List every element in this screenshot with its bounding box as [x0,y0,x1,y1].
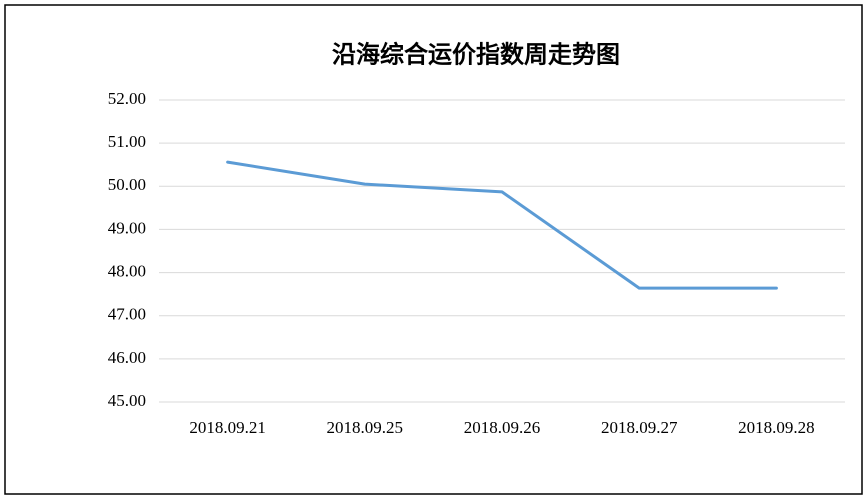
y-tick-label: 49.00 [108,218,146,237]
x-tick-label: 2018.09.26 [464,418,541,437]
y-tick-label: 50.00 [108,175,146,194]
x-tick-label: 2018.09.27 [601,418,678,437]
x-tick-label: 2018.09.28 [738,418,815,437]
x-tick-label: 2018.09.25 [327,418,404,437]
y-tick-label: 46.00 [108,348,146,367]
y-tick-label: 45.00 [108,391,146,410]
chart-border [4,4,863,495]
y-tick-label: 51.00 [108,132,146,151]
data-line [226,160,778,290]
y-tick-label: 48.00 [108,261,146,280]
chart-title: 沿海综合运价指数周走势图 [332,41,620,69]
y-tick-label: 47.00 [108,305,146,324]
y-tick-label: 52.00 [108,89,146,108]
x-tick-label: 2018.09.21 [189,418,266,437]
